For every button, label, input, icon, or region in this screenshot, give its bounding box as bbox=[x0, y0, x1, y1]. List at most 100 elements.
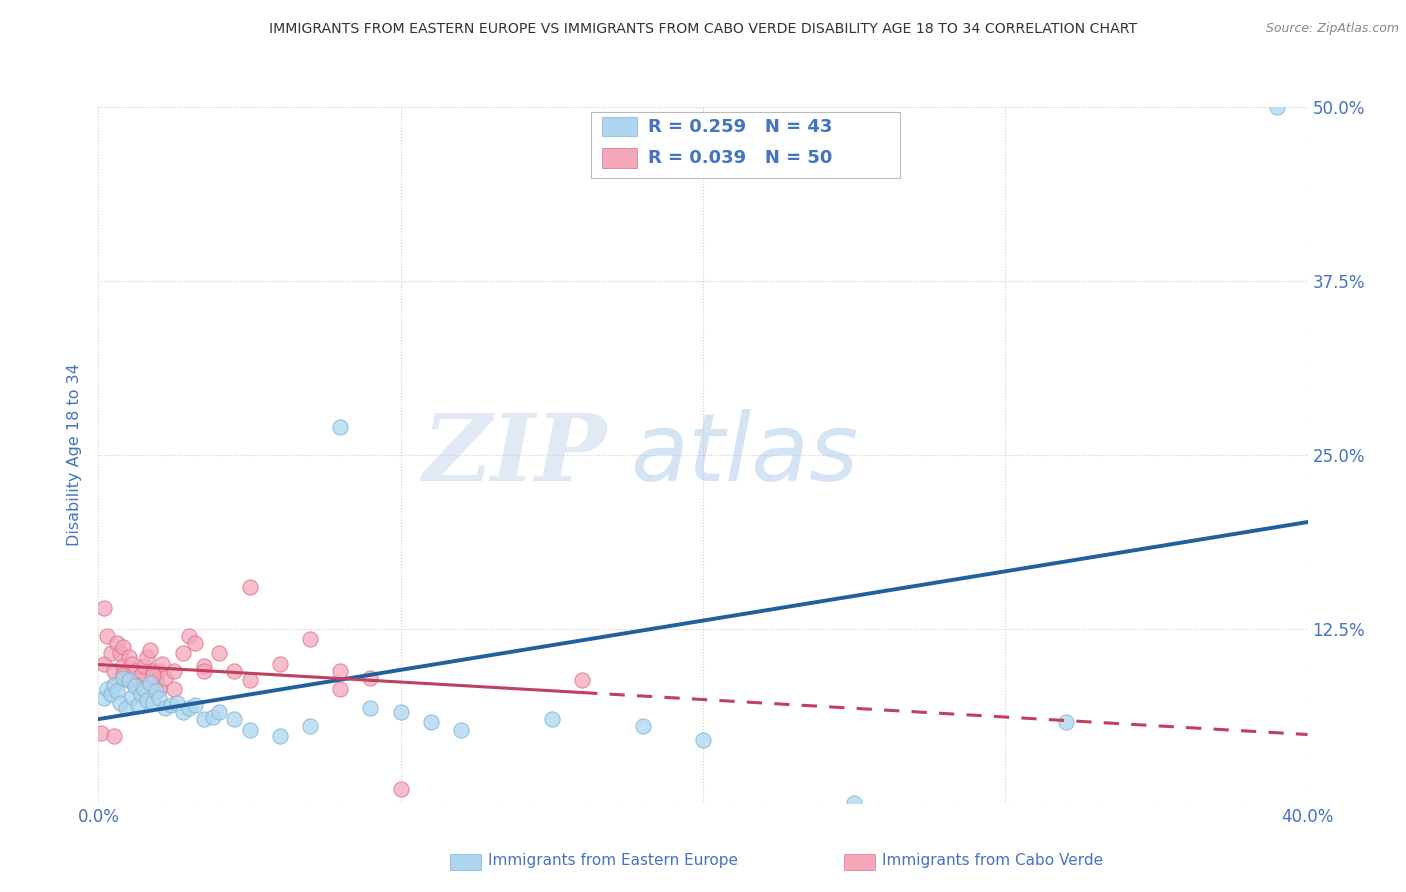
Point bbox=[105, 684, 128, 698]
Point bbox=[118, 649, 141, 664]
Point bbox=[389, 781, 412, 796]
Point bbox=[163, 664, 186, 678]
Point bbox=[96, 629, 118, 643]
Point bbox=[100, 646, 122, 660]
Point bbox=[269, 657, 291, 671]
Point bbox=[179, 629, 201, 643]
Point bbox=[132, 681, 155, 696]
Point bbox=[193, 712, 215, 726]
Point bbox=[224, 664, 246, 678]
Text: Source: ZipAtlas.com: Source: ZipAtlas.com bbox=[1265, 22, 1399, 36]
Text: R = 0.259   N = 43: R = 0.259 N = 43 bbox=[648, 118, 832, 136]
Text: Immigrants from Cabo Verde: Immigrants from Cabo Verde bbox=[882, 854, 1102, 868]
Y-axis label: Disability Age 18 to 34: Disability Age 18 to 34 bbox=[67, 364, 83, 546]
Point bbox=[148, 691, 170, 706]
Point bbox=[540, 712, 562, 726]
Point bbox=[844, 796, 866, 810]
Point bbox=[96, 681, 118, 696]
Point bbox=[103, 677, 125, 691]
Point bbox=[100, 687, 122, 701]
Point bbox=[239, 723, 262, 738]
Point bbox=[420, 715, 443, 730]
Point bbox=[148, 664, 170, 678]
Point bbox=[360, 701, 382, 715]
Point bbox=[389, 706, 412, 720]
Point bbox=[1267, 100, 1289, 114]
Point bbox=[127, 673, 149, 688]
Point bbox=[142, 696, 165, 710]
Point bbox=[153, 701, 176, 715]
Point bbox=[299, 632, 322, 646]
Point bbox=[103, 664, 125, 678]
Point bbox=[108, 646, 131, 660]
Point bbox=[329, 681, 352, 696]
Point bbox=[111, 640, 134, 654]
Point bbox=[153, 671, 176, 685]
Point bbox=[103, 677, 125, 691]
Point bbox=[329, 420, 352, 434]
Point bbox=[135, 693, 157, 707]
Point bbox=[90, 726, 112, 740]
Point bbox=[1054, 715, 1077, 730]
Point bbox=[111, 671, 134, 685]
Point bbox=[208, 646, 231, 660]
Point bbox=[145, 684, 167, 698]
Point bbox=[139, 676, 162, 690]
Point bbox=[124, 677, 146, 691]
Point bbox=[184, 636, 207, 650]
Point bbox=[269, 729, 291, 743]
Point bbox=[142, 667, 165, 681]
Point bbox=[202, 709, 225, 723]
Point bbox=[129, 687, 152, 701]
Point bbox=[150, 657, 173, 671]
Point bbox=[145, 673, 167, 688]
Point bbox=[184, 698, 207, 713]
Point bbox=[329, 664, 352, 678]
Text: R = 0.039   N = 50: R = 0.039 N = 50 bbox=[648, 149, 832, 167]
Point bbox=[299, 719, 322, 733]
Point bbox=[132, 659, 155, 673]
Point bbox=[124, 664, 146, 678]
Point bbox=[208, 706, 231, 720]
Point bbox=[692, 733, 714, 747]
Point bbox=[239, 673, 262, 688]
Point bbox=[121, 690, 143, 704]
Point bbox=[224, 712, 246, 726]
Point bbox=[193, 664, 215, 678]
Point bbox=[163, 681, 186, 696]
Point bbox=[93, 601, 115, 615]
Text: ZIP: ZIP bbox=[422, 410, 606, 500]
Point bbox=[127, 698, 149, 713]
Point bbox=[142, 664, 165, 678]
Point bbox=[148, 681, 170, 696]
Point bbox=[114, 701, 136, 715]
Point bbox=[360, 671, 382, 685]
Point bbox=[172, 646, 194, 660]
Point bbox=[114, 671, 136, 685]
Text: IMMIGRANTS FROM EASTERN EUROPE VS IMMIGRANTS FROM CABO VERDE DISABILITY AGE 18 T: IMMIGRANTS FROM EASTERN EUROPE VS IMMIGR… bbox=[269, 22, 1137, 37]
Point bbox=[135, 649, 157, 664]
Point bbox=[450, 723, 472, 738]
Point bbox=[93, 657, 115, 671]
Point bbox=[139, 642, 162, 657]
Text: Immigrants from Eastern Europe: Immigrants from Eastern Europe bbox=[488, 854, 738, 868]
Point bbox=[193, 659, 215, 673]
Point bbox=[93, 691, 115, 706]
Point bbox=[111, 659, 134, 673]
Point bbox=[166, 696, 188, 710]
Point bbox=[172, 706, 194, 720]
Point bbox=[118, 673, 141, 688]
Point bbox=[124, 679, 146, 693]
Point bbox=[631, 719, 654, 733]
Text: atlas: atlas bbox=[630, 409, 859, 500]
Point bbox=[105, 636, 128, 650]
Point bbox=[103, 729, 125, 743]
Point bbox=[160, 698, 183, 713]
Point bbox=[239, 580, 262, 594]
Point bbox=[118, 673, 141, 688]
Point bbox=[121, 657, 143, 671]
Point bbox=[571, 673, 593, 688]
Point bbox=[111, 667, 134, 681]
Point bbox=[129, 667, 152, 681]
Point bbox=[132, 681, 155, 696]
